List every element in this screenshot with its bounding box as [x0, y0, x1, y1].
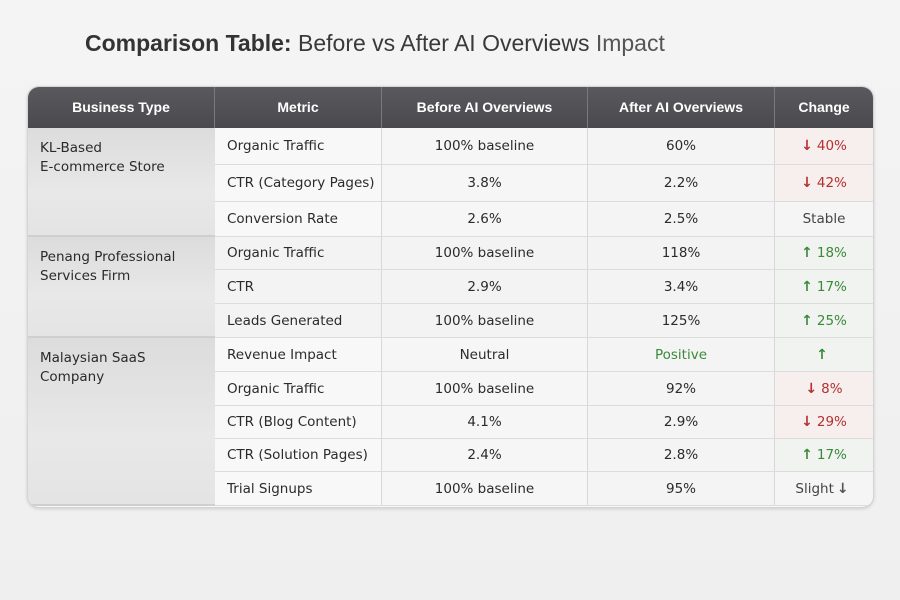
- business-type-label: E-commerce Store: [40, 159, 165, 175]
- metric-cell: CTR (Blog Content): [215, 406, 382, 438]
- change-cell: ↓ 29%: [775, 406, 873, 438]
- page-title: Comparison Table: Before vs After AI Ove…: [85, 30, 665, 57]
- before-cell: Neutral: [382, 338, 588, 371]
- change-cell: ↑ 18%: [775, 237, 873, 269]
- before-cell: 100% baseline: [382, 128, 588, 164]
- arrow-up-icon: ↑: [801, 447, 813, 463]
- after-cell: 92%: [588, 372, 775, 405]
- metric-cell: Organic Traffic: [215, 128, 382, 164]
- change-cell: ↑ 17%: [775, 270, 873, 303]
- arrow-down-icon: ↓: [836, 480, 849, 497]
- arrow-up-icon: ↑: [816, 346, 828, 363]
- business-type-cell: KL-Based E-commerce Store: [28, 128, 215, 237]
- header-business-type: Business Type: [28, 87, 215, 128]
- metric-cell: CTR (Solution Pages): [215, 439, 382, 471]
- table-row: Organic Traffic 100% baseline 92% ↓ 8%: [215, 372, 873, 406]
- table-row: CTR (Blog Content) 4.1% 2.9% ↓ 29%: [215, 406, 873, 439]
- business-type-label: KL-Based: [40, 140, 102, 156]
- title-light: Impact: [589, 30, 665, 56]
- header-metric: Metric: [215, 87, 382, 128]
- table-row: Organic Traffic 100% baseline 118% ↑ 18%: [215, 237, 873, 270]
- after-cell: 118%: [588, 237, 775, 269]
- arrow-down-icon: ↓: [801, 175, 813, 191]
- metric-cell: CTR (Category Pages): [215, 165, 382, 201]
- business-type-label: Services Firm: [40, 268, 131, 284]
- before-cell: 2.4%: [382, 439, 588, 471]
- table-row: CTR (Category Pages) 3.8% 2.2% ↓ 42%: [215, 165, 873, 202]
- before-cell: 2.6%: [382, 202, 588, 236]
- arrow-up-icon: ↑: [801, 245, 813, 261]
- after-cell: 60%: [588, 128, 775, 164]
- metric-cell: Trial Signups: [215, 472, 382, 505]
- arrow-down-icon: ↓: [801, 414, 813, 430]
- after-cell: 2.5%: [588, 202, 775, 236]
- business-type-cell: Malaysian SaaS Company: [28, 338, 215, 506]
- table-row: Organic Traffic 100% baseline 60% ↓ 40%: [215, 128, 873, 165]
- change-value: 25%: [816, 312, 847, 329]
- before-cell: 2.9%: [382, 270, 588, 303]
- metric-cell: Organic Traffic: [215, 237, 382, 269]
- change-cell: ↓ 42%: [775, 165, 873, 201]
- change-value: 17%: [816, 447, 847, 463]
- change-cell: Slight ↓: [775, 472, 873, 505]
- after-cell: 2.2%: [588, 165, 775, 201]
- before-cell: 100% baseline: [382, 304, 588, 337]
- business-type-label: Malaysian SaaS: [40, 350, 146, 366]
- change-value: 8%: [821, 380, 843, 397]
- arrow-up-icon: ↑: [801, 312, 813, 329]
- change-value: 29%: [816, 414, 847, 430]
- after-cell: 2.9%: [588, 406, 775, 438]
- metric-cell: Leads Generated: [215, 304, 382, 337]
- business-type-label: Penang Professional: [40, 249, 176, 265]
- after-cell: 2.8%: [588, 439, 775, 471]
- change-cell: ↑ 17%: [775, 439, 873, 471]
- arrow-down-icon: ↓: [805, 380, 818, 397]
- header-change: Change: [798, 99, 850, 115]
- header-before: Before AI Overviews: [382, 87, 588, 128]
- after-cell: 3.4%: [588, 270, 775, 303]
- header-after: After AI Overviews: [588, 87, 775, 128]
- table-row: CTR (Solution Pages) 2.4% 2.8% ↑ 17%: [215, 439, 873, 472]
- comparison-table: Business Type Metric Before AI Overviews…: [27, 86, 874, 508]
- metric-cell: Conversion Rate: [215, 202, 382, 236]
- business-type-label: Company: [40, 369, 105, 385]
- change-value: 17%: [816, 278, 847, 295]
- metric-cell: Revenue Impact: [215, 338, 382, 371]
- change-cell: ↑ 25%: [775, 304, 873, 337]
- change-cell: ↑: [775, 338, 873, 371]
- change-cell: ↓ 40%: [775, 128, 873, 164]
- change-value: 18%: [816, 245, 847, 261]
- metric-cell: Organic Traffic: [215, 372, 382, 405]
- table-row: Conversion Rate 2.6% 2.5% Stable: [215, 202, 873, 237]
- table-row: Trial Signups 100% baseline 95% Slight ↓: [215, 472, 873, 506]
- after-cell: 95%: [588, 472, 775, 505]
- change-value: Stable: [802, 211, 846, 227]
- table-header: Business Type Metric Before AI Overviews…: [28, 87, 873, 128]
- title-bold: Comparison Table:: [85, 30, 292, 56]
- change-value: Slight: [795, 480, 834, 497]
- before-cell: 4.1%: [382, 406, 588, 438]
- change-cell: ↓ 8%: [775, 372, 873, 405]
- title-middle: Before vs After AI Overviews: [291, 30, 590, 56]
- change-cell: Stable: [775, 202, 873, 236]
- before-cell: 100% baseline: [382, 472, 588, 505]
- change-value: 40%: [816, 138, 847, 154]
- metric-cell: CTR: [215, 270, 382, 303]
- table-row: Revenue Impact Neutral Positive ↑: [215, 338, 873, 372]
- before-cell: 100% baseline: [382, 372, 588, 405]
- table-row: Leads Generated 100% baseline 125% ↑ 25%: [215, 304, 873, 338]
- business-type-cell: Penang Professional Services Firm: [28, 237, 215, 338]
- before-cell: 100% baseline: [382, 237, 588, 269]
- change-value: 42%: [816, 175, 847, 191]
- table-row: CTR 2.9% 3.4% ↑ 17%: [215, 270, 873, 304]
- before-cell: 3.8%: [382, 165, 588, 201]
- arrow-up-icon: ↑: [801, 278, 813, 295]
- after-cell: Positive: [588, 338, 775, 371]
- after-cell: 125%: [588, 304, 775, 337]
- arrow-down-icon: ↓: [801, 138, 813, 154]
